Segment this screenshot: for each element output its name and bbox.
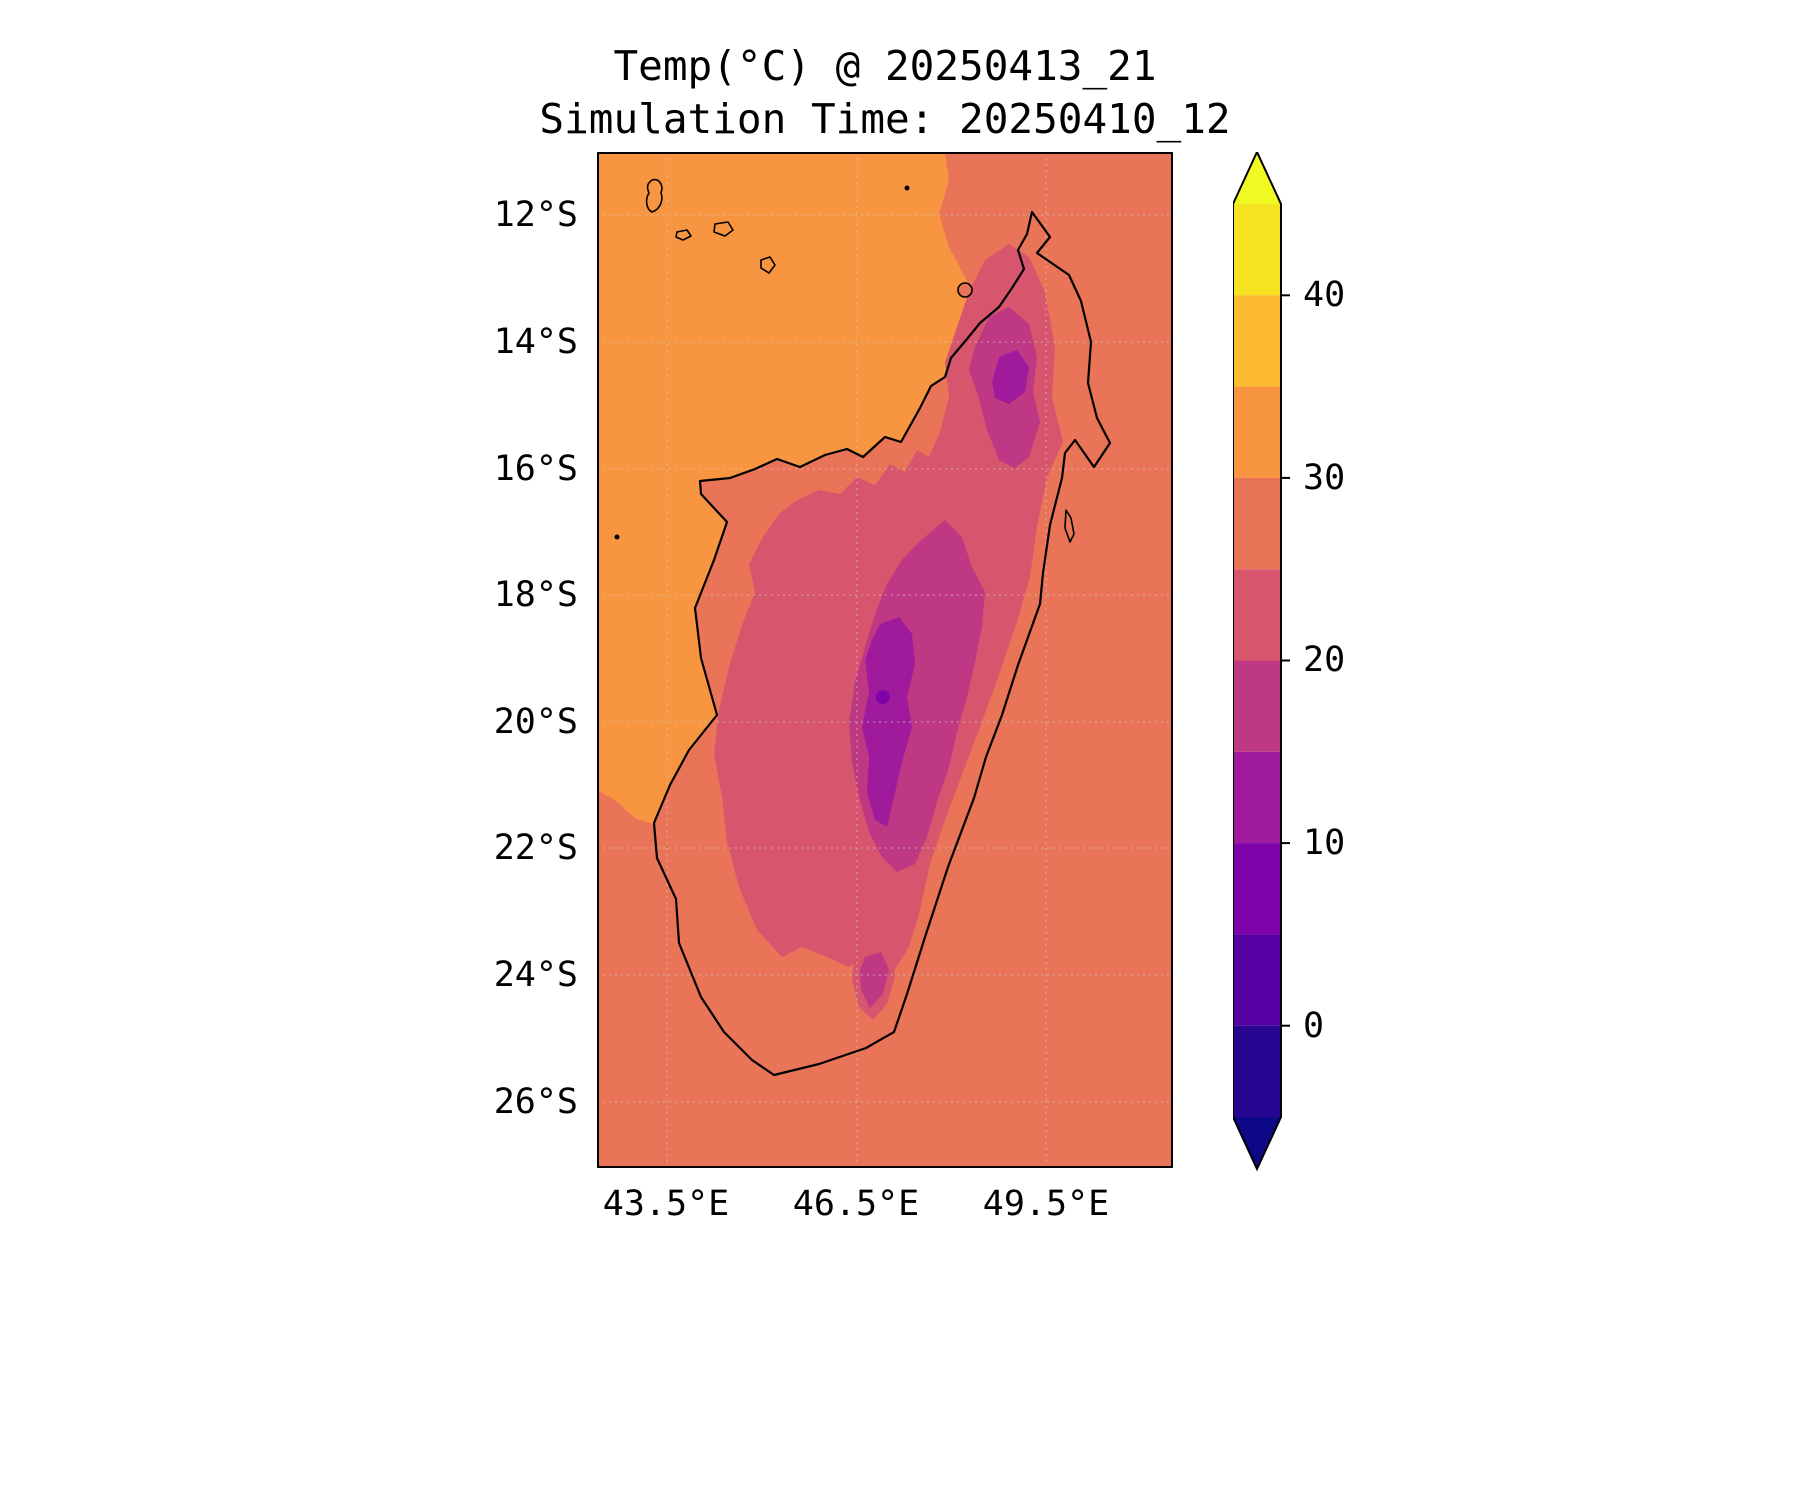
xtick-43-5e: 43.5°E (602, 1184, 730, 1224)
island-grande-comore (645, 178, 663, 213)
ytick-22s: 22°S (493, 828, 578, 868)
plot-title-line2: Simulation Time: 20250410_12 (539, 95, 1231, 143)
map-plot (597, 152, 1173, 1168)
colorbar-tick-20: 20 (1303, 640, 1346, 680)
island-moheli (675, 229, 692, 241)
plot-title: Temp(°C) @ 20250413_21 Simulation Time: … (385, 40, 1385, 146)
central-cold-patch (862, 617, 915, 827)
colorbar-band-10-15 (1233, 751, 1281, 844)
ytick-16s: 16°S (493, 449, 578, 489)
island-nosy-be (957, 282, 973, 298)
gridlines (597, 152, 1173, 1168)
warm-ocean-fill (597, 152, 979, 826)
island-anjouan (713, 221, 734, 237)
ytick-14s: 14°S (493, 322, 578, 362)
colorbar-band-35-40 (1233, 295, 1281, 387)
colorbar-extend-over (1233, 152, 1281, 204)
colorbar-band-15-20 (1233, 660, 1281, 752)
colorbar-tick-40: 40 (1303, 275, 1346, 315)
ytick-12s: 12°S (493, 195, 578, 235)
southeast-highlands-patch (860, 952, 889, 1008)
colorbar-tick-0: 0 (1303, 1006, 1325, 1046)
madagascar-coastline (652, 210, 1112, 1077)
colorbar-extend-under (1233, 1117, 1281, 1169)
ytick-18s: 18°S (493, 575, 578, 615)
ytick-26s: 26°S (493, 1082, 578, 1122)
xtick-46-5e: 46.5°E (792, 1184, 920, 1224)
colorbar (1233, 152, 1290, 1172)
ytick-24s: 24°S (493, 955, 578, 995)
xtick-49-5e: 49.5°E (982, 1184, 1110, 1224)
colorbar-ticks (1281, 294, 1290, 1027)
colorbar-outline (1233, 152, 1282, 1172)
colorbar-band-40-45 (1233, 204, 1281, 296)
island-sainte-marie (1064, 509, 1075, 543)
axes-frame (597, 152, 1173, 1168)
colorbar-tick-10: 10 (1303, 823, 1346, 863)
colorbar-band-5-10 (1233, 843, 1281, 935)
small-islands (614, 178, 1075, 543)
colorbar-tick-30: 30 (1303, 458, 1346, 498)
colorbar-band-20-25 (1233, 569, 1281, 661)
island-mayotte (760, 256, 776, 274)
coldest-spot (876, 690, 890, 704)
colorbar-band-30-35 (1233, 386, 1281, 478)
colorbar-band-0-5 (1233, 934, 1281, 1026)
north-cold-patch (992, 350, 1029, 404)
islet-dot-west (614, 534, 620, 540)
colorbar-band-25-30 (1233, 477, 1281, 570)
plot-title-line1: Temp(°C) @ 20250413_21 (613, 42, 1157, 90)
colorbar-band-neg5-0 (1233, 1025, 1281, 1117)
ytick-20s: 20°S (493, 702, 578, 742)
islet-dot-north (904, 185, 910, 191)
